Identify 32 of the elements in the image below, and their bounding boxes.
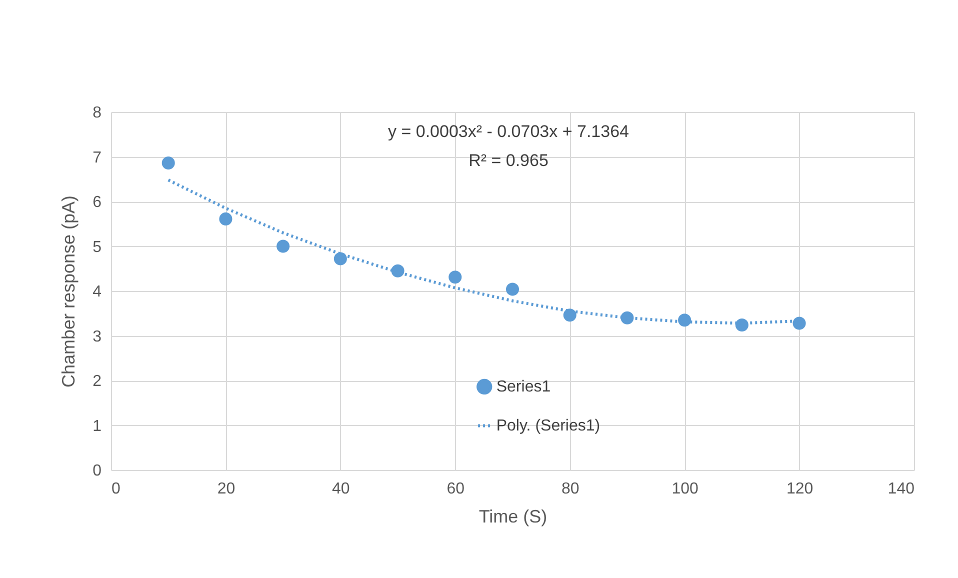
legend-label: Poly. (Series1) xyxy=(496,418,600,435)
point xyxy=(276,240,290,253)
annotation: R² = 0.965 xyxy=(468,151,548,170)
y-tick-label: 3 xyxy=(92,328,102,346)
annotation: y = 0.0003x² - 0.0703x + 7.1364 xyxy=(388,122,629,141)
point xyxy=(563,308,576,322)
x-tick-label: 120 xyxy=(786,480,814,498)
y-tick-label: 8 xyxy=(92,104,102,122)
point xyxy=(219,212,232,226)
x-tick-label: 100 xyxy=(672,480,699,498)
x-tick-label: 20 xyxy=(217,480,236,498)
y-tick-label: 6 xyxy=(92,194,102,211)
legend-label: Series1 xyxy=(496,378,551,396)
y-axis-title: Chamber response (pA) xyxy=(58,195,79,388)
x-tick-label: 80 xyxy=(561,480,580,498)
x-tick-label: 40 xyxy=(332,480,350,498)
y-tick-label: 1 xyxy=(92,418,102,435)
x-tick-label: 140 xyxy=(888,480,915,498)
x-tick-label: 60 xyxy=(446,480,465,498)
y-tick-label: 0 xyxy=(92,462,102,480)
point xyxy=(792,316,806,330)
point xyxy=(162,156,175,170)
y-tick-label: 5 xyxy=(92,238,102,256)
point xyxy=(506,282,520,296)
y-tick-label: 4 xyxy=(92,284,102,300)
point xyxy=(448,270,462,284)
y-tick-label: 2 xyxy=(92,373,102,390)
x-tick-label: 0 xyxy=(112,480,120,498)
point xyxy=(678,314,692,327)
x-axis-title: Time (S) xyxy=(478,506,548,526)
y-tick-label: 7 xyxy=(92,149,102,166)
point xyxy=(334,252,347,266)
